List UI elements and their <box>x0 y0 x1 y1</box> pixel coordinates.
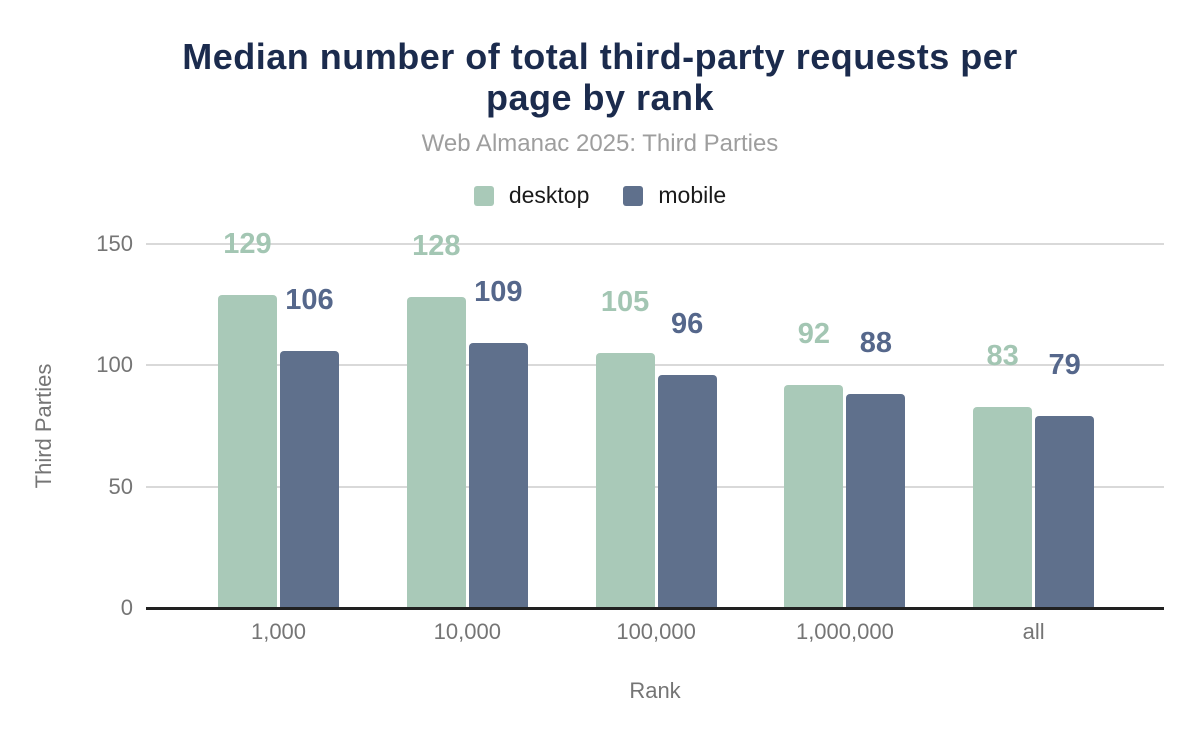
bar-value-label: 96 <box>670 308 704 341</box>
bar-mobile <box>280 350 339 608</box>
y-axis-title: Third Parties <box>31 363 56 489</box>
legend-item-mobile: mobile <box>623 182 726 209</box>
bar-value-label: 83 <box>986 339 1019 372</box>
x-axis-line <box>146 606 1164 610</box>
bar-desktop <box>218 294 277 608</box>
legend-swatch-mobile <box>623 185 644 206</box>
bar-value-label: 92 <box>797 317 831 350</box>
gridline-150 <box>146 243 1164 245</box>
chart-title-line-2: page by rank <box>485 77 715 118</box>
bar-desktop <box>595 353 655 608</box>
legend: desktop mobile <box>0 182 1200 209</box>
y-tick-label: 150 <box>96 231 133 256</box>
bar-mobile <box>846 394 906 608</box>
bar-desktop <box>406 297 466 608</box>
bar-value-label: 129 <box>223 227 272 260</box>
legend-item-desktop: desktop <box>473 182 590 209</box>
y-tick-label: 0 <box>120 595 133 620</box>
bar-mobile <box>657 375 717 608</box>
x-tick-label: 10,000 <box>433 619 501 644</box>
bar-value-label: 109 <box>474 276 523 309</box>
legend-label-desktop: desktop <box>508 182 590 208</box>
y-tick-label: 50 <box>108 473 133 499</box>
x-tick-label: 1,000,000 <box>795 619 894 644</box>
x-tick-label: all <box>1022 619 1045 644</box>
bar-value-label: 106 <box>285 283 334 316</box>
bar-mobile <box>1035 416 1095 608</box>
x-axis-title: Rank <box>629 678 681 703</box>
bar-value-label: 88 <box>859 327 893 360</box>
bar-desktop <box>973 406 1033 608</box>
y-tick-label: 100 <box>96 352 133 378</box>
gridline-50 <box>146 485 1164 488</box>
chart-subtitle: Web Almanac 2025: Third Parties <box>421 130 779 157</box>
bar-value-label: 105 <box>600 286 650 319</box>
gridline-100 <box>146 364 1164 367</box>
bar-mobile <box>468 343 528 608</box>
chart-title: Median number of total third-party reque… <box>0 36 1200 118</box>
x-tick-label: 100,000 <box>616 619 696 644</box>
bar-value-label: 128 <box>412 230 461 263</box>
bar-desktop <box>784 384 844 608</box>
legend-swatch-desktop <box>473 185 494 206</box>
legend-label-mobile: mobile <box>658 182 727 208</box>
x-tick-label: 1,000 <box>250 619 307 644</box>
bar-value-label: 79 <box>1048 349 1081 382</box>
chart-title-line-1: Median number of total third-party reque… <box>182 36 1018 77</box>
